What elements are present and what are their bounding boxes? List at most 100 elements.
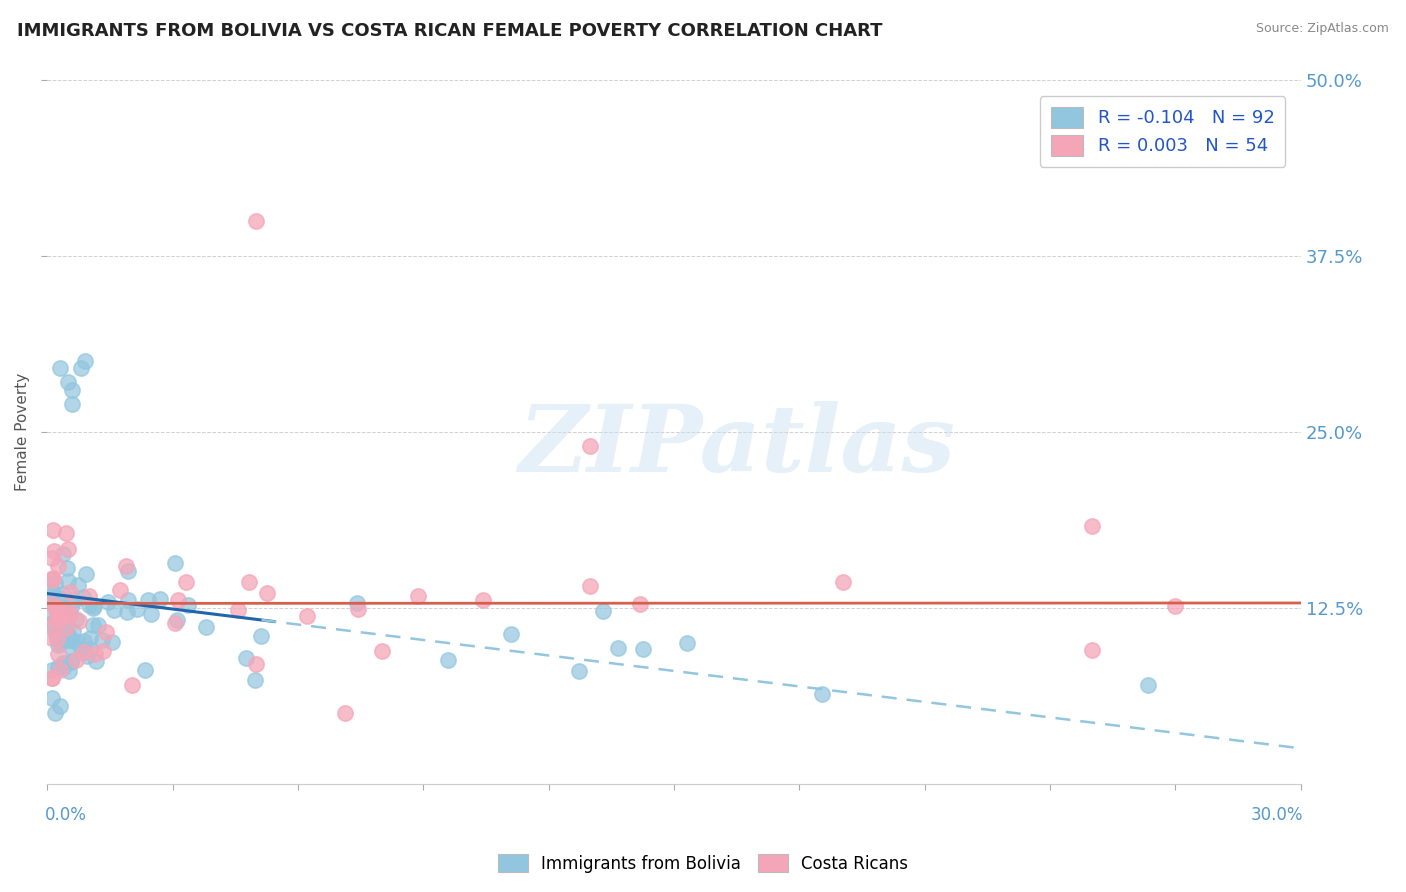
Point bbox=[117, 564, 139, 578]
Point bbox=[59, 632, 82, 647]
Point bbox=[235, 650, 257, 665]
Point bbox=[579, 439, 602, 453]
Point bbox=[125, 602, 148, 616]
Point bbox=[60, 640, 83, 655]
Point bbox=[295, 608, 318, 623]
Point bbox=[63, 592, 86, 607]
Point bbox=[87, 618, 110, 632]
Point bbox=[62, 624, 84, 638]
Point bbox=[174, 575, 197, 590]
Point bbox=[59, 584, 82, 599]
Y-axis label: Female Poverty: Female Poverty bbox=[15, 373, 30, 491]
Point bbox=[58, 607, 80, 622]
Point bbox=[51, 601, 73, 615]
Point bbox=[256, 586, 278, 600]
Point bbox=[66, 578, 89, 592]
Point bbox=[46, 559, 69, 574]
Point bbox=[58, 376, 80, 390]
Point bbox=[97, 595, 120, 609]
Point bbox=[41, 571, 63, 585]
Point bbox=[115, 558, 138, 573]
Point bbox=[53, 657, 76, 672]
Point bbox=[628, 597, 651, 611]
Point bbox=[44, 706, 66, 720]
Point bbox=[471, 593, 494, 607]
Point bbox=[75, 566, 97, 581]
Point bbox=[52, 587, 75, 601]
Point bbox=[41, 597, 63, 611]
Point bbox=[49, 361, 72, 376]
Point bbox=[41, 573, 63, 587]
Point bbox=[371, 644, 394, 658]
Point bbox=[59, 654, 82, 668]
Point bbox=[567, 664, 589, 678]
Point bbox=[41, 572, 63, 586]
Point bbox=[41, 550, 63, 565]
Point bbox=[55, 525, 77, 540]
Point bbox=[243, 673, 266, 687]
Point bbox=[82, 601, 104, 615]
Point bbox=[46, 600, 69, 615]
Text: ZIPatlas: ZIPatlas bbox=[519, 401, 955, 491]
Point bbox=[238, 575, 260, 590]
Point bbox=[52, 661, 75, 675]
Point bbox=[79, 631, 101, 645]
Text: 30.0%: 30.0% bbox=[1251, 806, 1303, 824]
Point bbox=[41, 588, 63, 602]
Point bbox=[1081, 519, 1104, 533]
Point bbox=[90, 632, 112, 647]
Point bbox=[607, 640, 630, 655]
Point bbox=[56, 561, 79, 575]
Point bbox=[60, 598, 83, 612]
Point bbox=[77, 589, 100, 603]
Point bbox=[163, 556, 186, 570]
Point bbox=[831, 575, 853, 590]
Point bbox=[42, 617, 65, 632]
Legend: R = -0.104   N = 92, R = 0.003   N = 54: R = -0.104 N = 92, R = 0.003 N = 54 bbox=[1040, 96, 1285, 167]
Point bbox=[1081, 643, 1104, 657]
Point bbox=[41, 584, 63, 599]
Point bbox=[110, 582, 132, 597]
Point bbox=[84, 654, 107, 668]
Point bbox=[42, 523, 65, 537]
Point bbox=[58, 541, 80, 556]
Point bbox=[56, 574, 79, 588]
Point bbox=[194, 620, 217, 634]
Point bbox=[75, 645, 97, 659]
Point bbox=[62, 396, 84, 410]
Point bbox=[45, 602, 67, 616]
Point bbox=[41, 606, 63, 620]
Point bbox=[41, 690, 63, 705]
Point bbox=[46, 638, 69, 652]
Point bbox=[100, 634, 122, 648]
Point bbox=[676, 636, 699, 650]
Point bbox=[633, 642, 655, 657]
Point bbox=[76, 649, 98, 664]
Legend: Immigrants from Bolivia, Costa Ricans: Immigrants from Bolivia, Costa Ricans bbox=[491, 847, 915, 880]
Point bbox=[73, 634, 96, 648]
Point bbox=[55, 621, 77, 635]
Point bbox=[58, 664, 80, 678]
Point bbox=[245, 657, 267, 672]
Point bbox=[62, 383, 84, 397]
Point bbox=[249, 629, 271, 643]
Point bbox=[58, 607, 80, 622]
Point bbox=[65, 653, 87, 667]
Point bbox=[55, 632, 77, 647]
Point bbox=[177, 598, 200, 612]
Point bbox=[49, 610, 72, 624]
Point bbox=[335, 706, 357, 720]
Point bbox=[66, 634, 89, 648]
Point bbox=[70, 642, 93, 657]
Point bbox=[84, 647, 107, 661]
Point bbox=[46, 648, 69, 662]
Text: IMMIGRANTS FROM BOLIVIA VS COSTA RICAN FEMALE POVERTY CORRELATION CHART: IMMIGRANTS FROM BOLIVIA VS COSTA RICAN F… bbox=[17, 22, 883, 40]
Point bbox=[42, 598, 65, 612]
Point bbox=[134, 663, 156, 677]
Point bbox=[53, 624, 76, 638]
Point bbox=[579, 579, 602, 593]
Point bbox=[41, 663, 63, 677]
Point bbox=[592, 604, 614, 618]
Point bbox=[52, 656, 75, 670]
Point bbox=[166, 613, 188, 627]
